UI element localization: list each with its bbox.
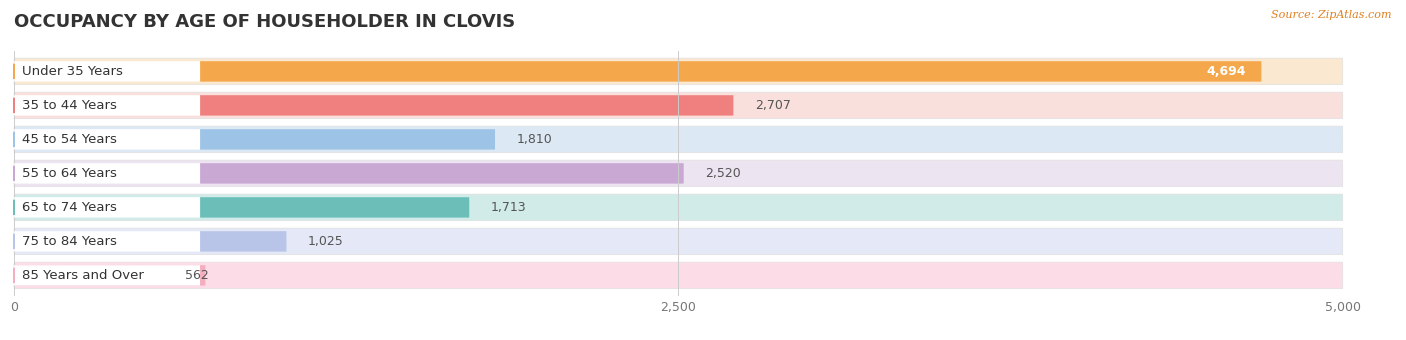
Text: 1,810: 1,810 (516, 133, 553, 146)
FancyBboxPatch shape (200, 163, 683, 184)
FancyBboxPatch shape (14, 92, 1343, 119)
FancyBboxPatch shape (14, 265, 205, 286)
Text: 562: 562 (184, 269, 208, 282)
Text: 65 to 74 Years: 65 to 74 Years (22, 201, 117, 214)
FancyBboxPatch shape (14, 95, 200, 116)
FancyBboxPatch shape (200, 61, 1261, 82)
Text: 4,694: 4,694 (1206, 65, 1246, 78)
Text: OCCUPANCY BY AGE OF HOUSEHOLDER IN CLOVIS: OCCUPANCY BY AGE OF HOUSEHOLDER IN CLOVI… (14, 13, 516, 31)
FancyBboxPatch shape (14, 126, 1343, 153)
Text: 45 to 54 Years: 45 to 54 Years (22, 133, 117, 146)
FancyBboxPatch shape (14, 194, 1343, 221)
Text: 55 to 64 Years: 55 to 64 Years (22, 167, 117, 180)
FancyBboxPatch shape (14, 160, 1343, 187)
Text: Source: ZipAtlas.com: Source: ZipAtlas.com (1271, 10, 1392, 20)
FancyBboxPatch shape (14, 228, 1343, 255)
FancyBboxPatch shape (14, 265, 200, 286)
Text: 85 Years and Over: 85 Years and Over (22, 269, 143, 282)
Text: 1,713: 1,713 (491, 201, 526, 214)
FancyBboxPatch shape (14, 163, 200, 184)
FancyBboxPatch shape (200, 129, 495, 150)
FancyBboxPatch shape (200, 197, 470, 218)
FancyBboxPatch shape (14, 61, 200, 82)
Text: 1,025: 1,025 (308, 235, 343, 248)
FancyBboxPatch shape (14, 262, 1343, 289)
FancyBboxPatch shape (14, 129, 200, 150)
Text: 75 to 84 Years: 75 to 84 Years (22, 235, 117, 248)
FancyBboxPatch shape (200, 231, 287, 252)
FancyBboxPatch shape (14, 231, 200, 252)
Text: 2,520: 2,520 (704, 167, 741, 180)
FancyBboxPatch shape (14, 58, 1343, 85)
FancyBboxPatch shape (200, 95, 734, 116)
Text: 2,707: 2,707 (755, 99, 790, 112)
Text: Under 35 Years: Under 35 Years (22, 65, 124, 78)
Text: 35 to 44 Years: 35 to 44 Years (22, 99, 117, 112)
FancyBboxPatch shape (14, 197, 200, 218)
